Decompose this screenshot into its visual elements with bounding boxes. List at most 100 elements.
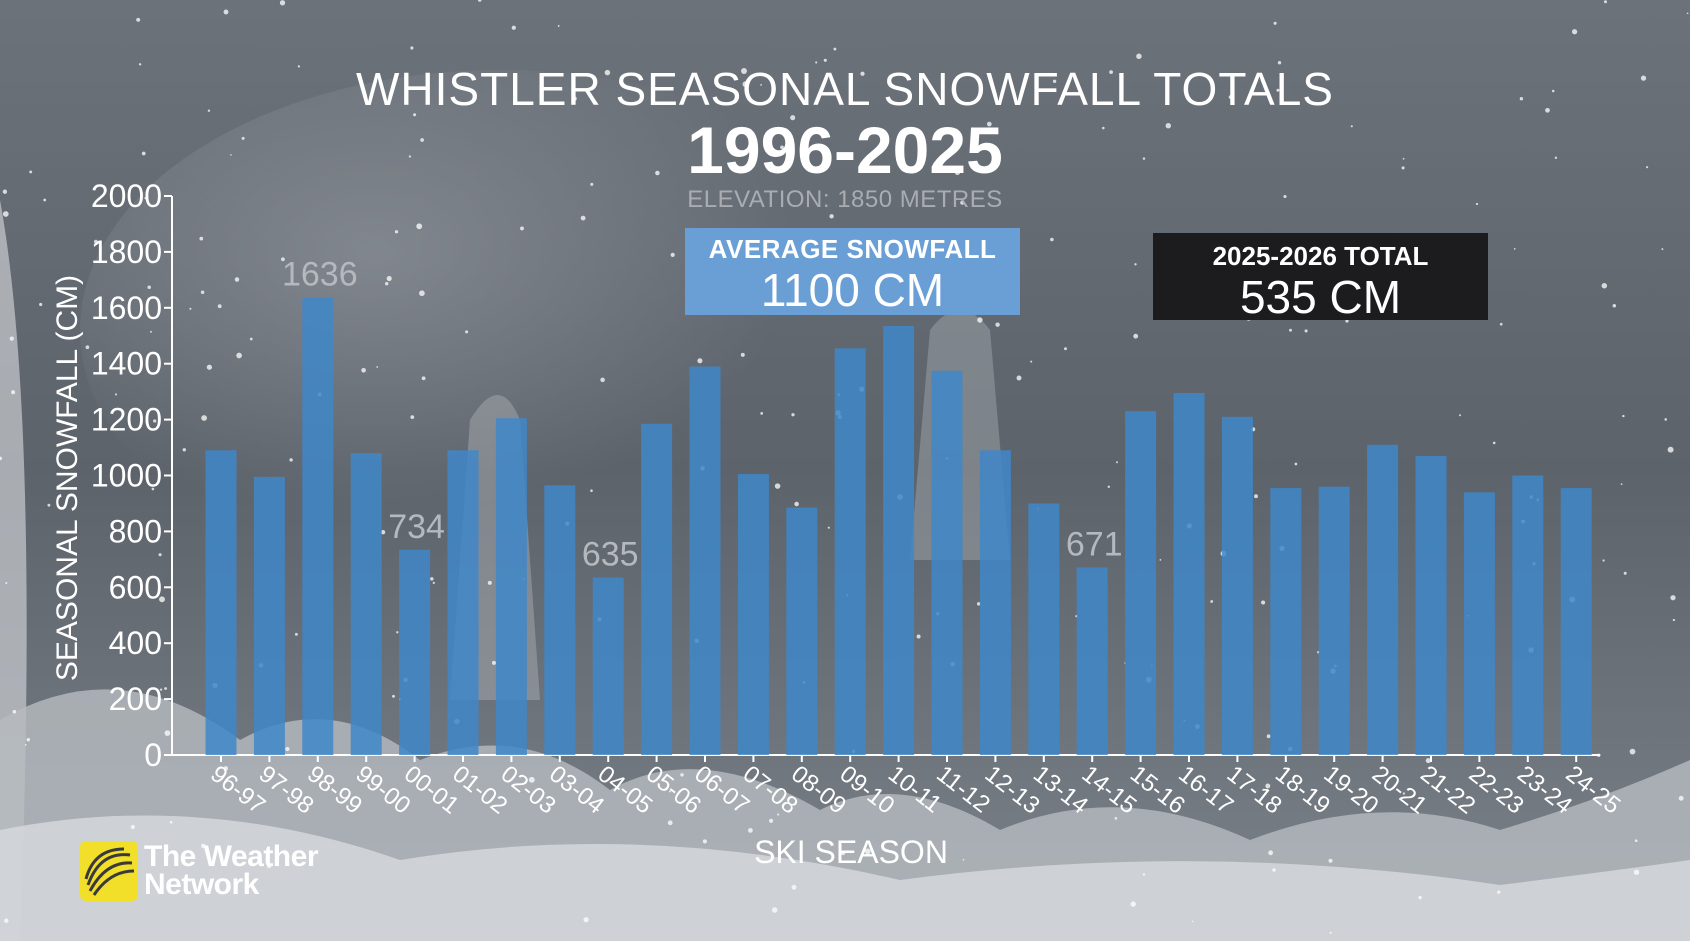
bar xyxy=(1076,567,1108,755)
category-labels: 96-9797-9898-9999-0000-0101-0202-0303-04… xyxy=(205,760,1625,819)
snowflake xyxy=(1283,194,1287,199)
y-tick-label: 800 xyxy=(109,513,162,549)
x-tick-label: 05-06 xyxy=(641,760,706,819)
snowflake xyxy=(421,376,426,381)
x-tick-label: 15-16 xyxy=(1125,760,1190,819)
snowflake xyxy=(151,487,155,491)
bar xyxy=(302,297,334,755)
snowflake xyxy=(667,820,673,826)
x-tick-label: 18-19 xyxy=(1270,760,1335,819)
bar xyxy=(1318,486,1350,755)
snowflake xyxy=(1667,446,1674,453)
snowflake xyxy=(986,121,992,127)
snowflake xyxy=(9,336,14,341)
x-tick-label: 09-10 xyxy=(835,760,900,819)
data-labels: 1636 734 635 671 xyxy=(282,256,1123,574)
snowflake xyxy=(297,65,301,68)
snowflake xyxy=(794,501,799,507)
x-tick-label: 01-02 xyxy=(447,760,512,819)
snowflake xyxy=(1329,931,1332,934)
season-total-box: 2025-2026 TOTAL 535 CM xyxy=(1153,233,1488,323)
bar xyxy=(1173,393,1205,755)
snowflake xyxy=(199,236,204,241)
snowflake xyxy=(39,302,43,307)
x-tick-label: 02-03 xyxy=(496,760,561,819)
x-tick-label: 03-04 xyxy=(544,760,609,819)
data-label: 1636 xyxy=(282,256,358,294)
snowflake xyxy=(833,47,837,51)
snowflake xyxy=(136,17,141,22)
snowflake xyxy=(249,337,253,341)
average-snowfall-label: AVERAGE SNOWFALL xyxy=(708,234,997,264)
bar xyxy=(1125,411,1157,755)
bar xyxy=(1221,416,1253,755)
average-snowfall-value: 1100 CM xyxy=(760,264,945,316)
snowflake xyxy=(1304,329,1308,333)
bar xyxy=(883,326,915,755)
snowflake xyxy=(413,113,417,117)
y-tick-label: 1000 xyxy=(91,458,162,494)
snowflake xyxy=(1664,418,1668,421)
snowflake xyxy=(1678,795,1684,801)
snowflake xyxy=(380,530,386,535)
bar xyxy=(447,450,479,755)
snowflake xyxy=(141,151,146,156)
snowflake xyxy=(976,602,981,606)
snowflake xyxy=(43,198,47,202)
weather-network-logo-icon xyxy=(80,841,138,901)
snowflake xyxy=(668,790,671,793)
x-tick-label: 98-99 xyxy=(302,760,367,819)
snowflake xyxy=(1294,462,1298,466)
x-tick-label: 06-07 xyxy=(689,760,754,819)
snowflake xyxy=(138,63,142,66)
snowflake xyxy=(511,25,516,30)
snowflake xyxy=(1475,202,1479,206)
snowflake xyxy=(600,377,605,383)
snowflake xyxy=(1136,53,1142,60)
snowflake xyxy=(114,393,118,396)
season-total-value: 535 CM xyxy=(1239,271,1402,323)
bar xyxy=(979,450,1011,755)
snowflake xyxy=(760,84,762,86)
snowflake xyxy=(840,850,846,856)
snowflake xyxy=(1277,61,1282,65)
snowflake xyxy=(1273,21,1277,25)
snowflake xyxy=(1661,248,1664,251)
snowflake xyxy=(1272,868,1276,872)
snowflake xyxy=(201,843,206,849)
season-total-label: 2025-2026 TOTAL xyxy=(1212,241,1429,271)
snowflake xyxy=(1064,347,1067,351)
snowflake xyxy=(860,71,865,76)
snowflake xyxy=(604,69,611,76)
snowflake xyxy=(1519,97,1524,101)
snowflake xyxy=(702,839,707,844)
snowflake xyxy=(572,96,577,101)
y-tick-label: 0 xyxy=(144,737,162,773)
snowflake xyxy=(960,200,965,205)
snowflake xyxy=(790,115,796,121)
snowflake xyxy=(1612,304,1617,308)
snowflake xyxy=(1130,901,1136,907)
bar xyxy=(1270,488,1302,755)
snowflake xyxy=(285,746,290,752)
bar xyxy=(205,450,237,755)
snowflake xyxy=(1620,483,1623,485)
bar xyxy=(1512,475,1544,755)
bar xyxy=(544,485,576,755)
snowflake xyxy=(528,776,535,783)
snowflake xyxy=(780,145,784,150)
snowflake xyxy=(771,907,778,913)
snowflake xyxy=(169,820,173,824)
x-tick-label: 11-12 xyxy=(931,760,995,818)
snowflake xyxy=(791,413,795,417)
snowflake xyxy=(1268,850,1273,856)
snowflake xyxy=(1402,792,1406,795)
snowflake xyxy=(477,0,482,2)
snowflake xyxy=(376,366,379,368)
y-tick-label: 600 xyxy=(109,569,162,605)
snowflake xyxy=(206,364,213,370)
snowflake xyxy=(741,68,747,74)
y-tick-label: 1200 xyxy=(91,402,162,438)
snowflake xyxy=(1602,559,1605,562)
y-tick-label: 1800 xyxy=(91,234,162,270)
